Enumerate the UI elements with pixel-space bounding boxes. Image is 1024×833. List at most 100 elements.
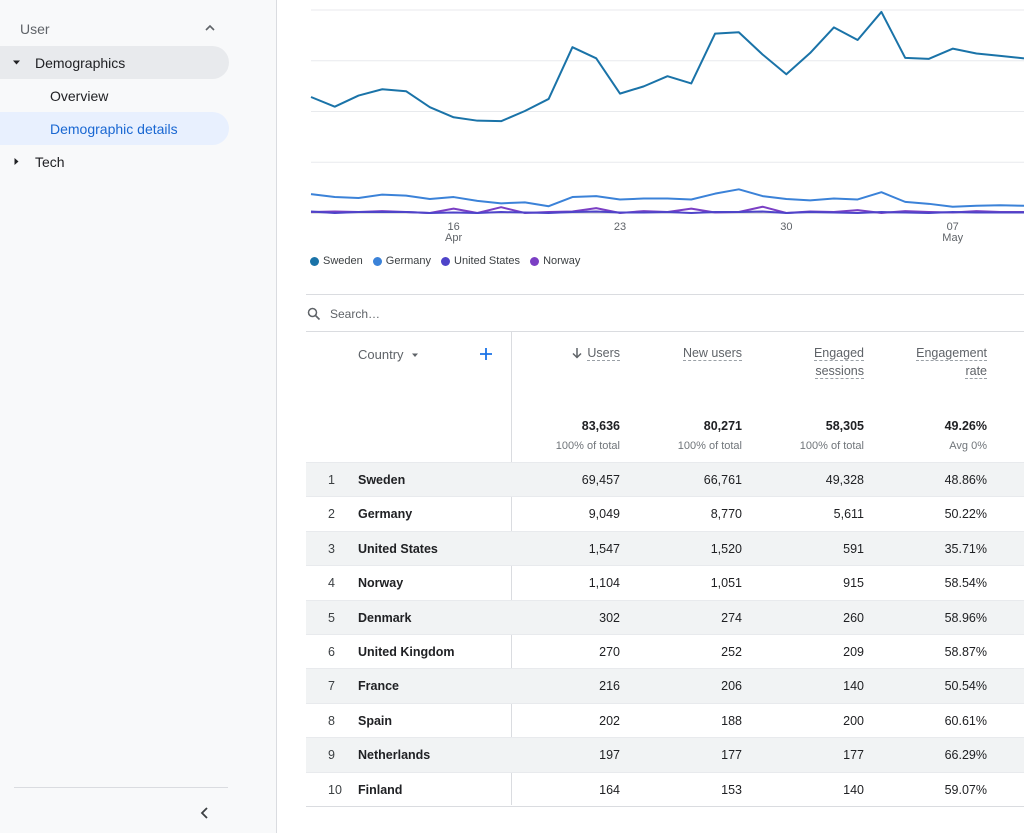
engaged-sessions-cell: 260 [843,610,864,625]
users-cell: 216 [599,679,620,694]
new-users-cell: 153 [721,782,742,797]
users-cell: 69,457 [581,473,620,487]
add-dimension-button[interactable] [478,346,494,362]
legend-item-united-states[interactable]: United States [441,255,520,267]
sidebar-item-label: Tech [35,153,65,170]
column-header-label: New users [682,346,742,361]
chevron-up-icon[interactable] [203,21,217,35]
dimension-selector[interactable]: Country [358,347,420,362]
table-row[interactable]: 7 France 216 206 140 50.54% [306,668,1024,703]
sidebar-item-demographic-details[interactable]: Demographic details [0,112,229,145]
country-cell: France [358,679,399,694]
users-cell: 202 [599,713,620,728]
country-cell: Netherlands [358,748,431,763]
engaged-sessions-cell: 209 [843,644,864,659]
legend-item-germany[interactable]: Germany [372,255,432,267]
column-header-engaged-sessions[interactable]: Engaged sessions [813,344,864,380]
engagement-rate-cell: 59.07% [944,782,987,797]
country-cell: Spain [358,713,393,728]
engagement-rate-cell: 50.54% [944,679,987,694]
data-table: Country Users 83,636 100% of total New u… [306,331,1024,807]
x-tick-month-label: May [942,232,963,244]
sidebar-item-tech[interactable]: Tech [0,145,229,178]
search-input[interactable] [330,307,930,321]
series-line-united-states[interactable] [310,210,1024,214]
column-header-users[interactable]: Users [571,344,620,362]
row-index: 4 [328,576,335,591]
sidebar-item-overview[interactable]: Overview [0,79,229,112]
legend-dot-icon [441,256,451,266]
users-cell: 1,547 [588,541,620,556]
users-cell: 270 [599,644,620,659]
x-tick-label: 23 [614,221,626,233]
column-header-label: sessions [815,364,864,379]
engagement-rate-cell: 50.22% [944,507,987,522]
table-row[interactable]: 5 Denmark 302 274 260 58.96% [306,599,1024,634]
country-cell: Finland [358,782,403,797]
users-cell: 1,104 [588,576,620,591]
legend-label: United States [454,255,521,267]
row-index: 9 [328,748,335,763]
x-tick-label: 16 [447,221,459,233]
table-row[interactable]: 10 Finland 164 153 140 59.07% [306,771,1024,806]
new-users-cell: 274 [721,610,742,625]
collapse-sidebar-button[interactable] [191,799,219,827]
column-header-new-users[interactable]: New users [682,344,742,362]
x-tick-label: 30 [780,221,792,233]
legend-dot-icon [530,256,540,266]
line-chart: 16 Apr 23 30 07 May [277,0,1024,292]
total-new-users-sub: 100% of total [677,440,742,452]
engaged-sessions-cell: 200 [843,713,864,728]
table-row[interactable]: 4 Norway 1,104 1,051 915 58.54% [306,565,1024,599]
dropdown-arrow-icon [411,353,418,357]
engagement-rate-cell: 66.29% [944,748,987,763]
table-row[interactable]: 6 United Kingdom 270 252 209 58.87% [306,633,1024,668]
left-nav-sidebar: User Demographics Overview Demographic d… [0,0,277,833]
table-row[interactable]: 8 Spain 202 188 200 60.61% [306,702,1024,737]
row-index: 7 [328,679,335,694]
chevron-left-icon [200,807,208,819]
engaged-sessions-cell: 5,611 [833,507,864,522]
total-engaged-sessions-sub: 100% of total [799,440,864,452]
sidebar-section-user[interactable]: User [5,13,229,45]
table-row[interactable]: 3 United States 1,547 1,520 591 35.71% [306,530,1024,566]
sidebar-item-demographics[interactable]: Demographics [0,46,229,79]
legend-dot-icon [372,256,382,266]
country-cell: Germany [358,507,413,522]
table-search [306,300,1024,328]
caret-right-icon [14,158,19,165]
row-index: 5 [328,610,335,625]
sidebar-divider [14,787,228,788]
table-header: Country Users 83,636 100% of total New u… [306,331,1024,462]
users-cell: 197 [599,748,620,763]
arrow-down-icon [572,348,582,359]
column-divider [511,331,512,805]
table-row[interactable]: 1 Sweden 69,457 66,761 49,328 48.86% [306,462,1024,497]
total-users: 83,636 [581,419,620,433]
legend-dot-icon [310,256,319,266]
country-cell: United Kingdom [358,644,455,659]
total-new-users: 80,271 [703,419,742,433]
new-users-cell: 8,770 [710,507,742,522]
users-cell: 9,049 [588,507,620,522]
legend-item-norway[interactable]: Norway [530,255,580,267]
column-header-engagement-rate[interactable]: Engagement rate [916,344,987,380]
engagement-rate-cell: 60.61% [944,713,987,728]
engaged-sessions-cell: 140 [843,679,864,694]
legend-item-sweden[interactable]: Sweden [310,255,363,267]
table-row[interactable]: 9 Netherlands 197 177 177 66.29% [306,737,1024,772]
new-users-cell: 177 [721,748,742,763]
dimension-header-label: Country [358,347,404,362]
series-line-germany[interactable] [310,188,1024,208]
sidebar-section-label: User [20,21,50,37]
engaged-sessions-cell: 915 [843,576,864,591]
users-cell: 164 [599,782,620,797]
legend-label: Germany [385,255,432,267]
table-row[interactable]: 2 Germany 9,049 8,770 5,611 50.22% [306,496,1024,530]
new-users-cell: 206 [721,679,742,694]
engagement-rate-cell: 58.96% [944,610,987,625]
column-header-label: Engagement [916,346,987,361]
legend-label: Sweden [323,255,363,267]
series-line-sweden[interactable] [310,10,1024,123]
